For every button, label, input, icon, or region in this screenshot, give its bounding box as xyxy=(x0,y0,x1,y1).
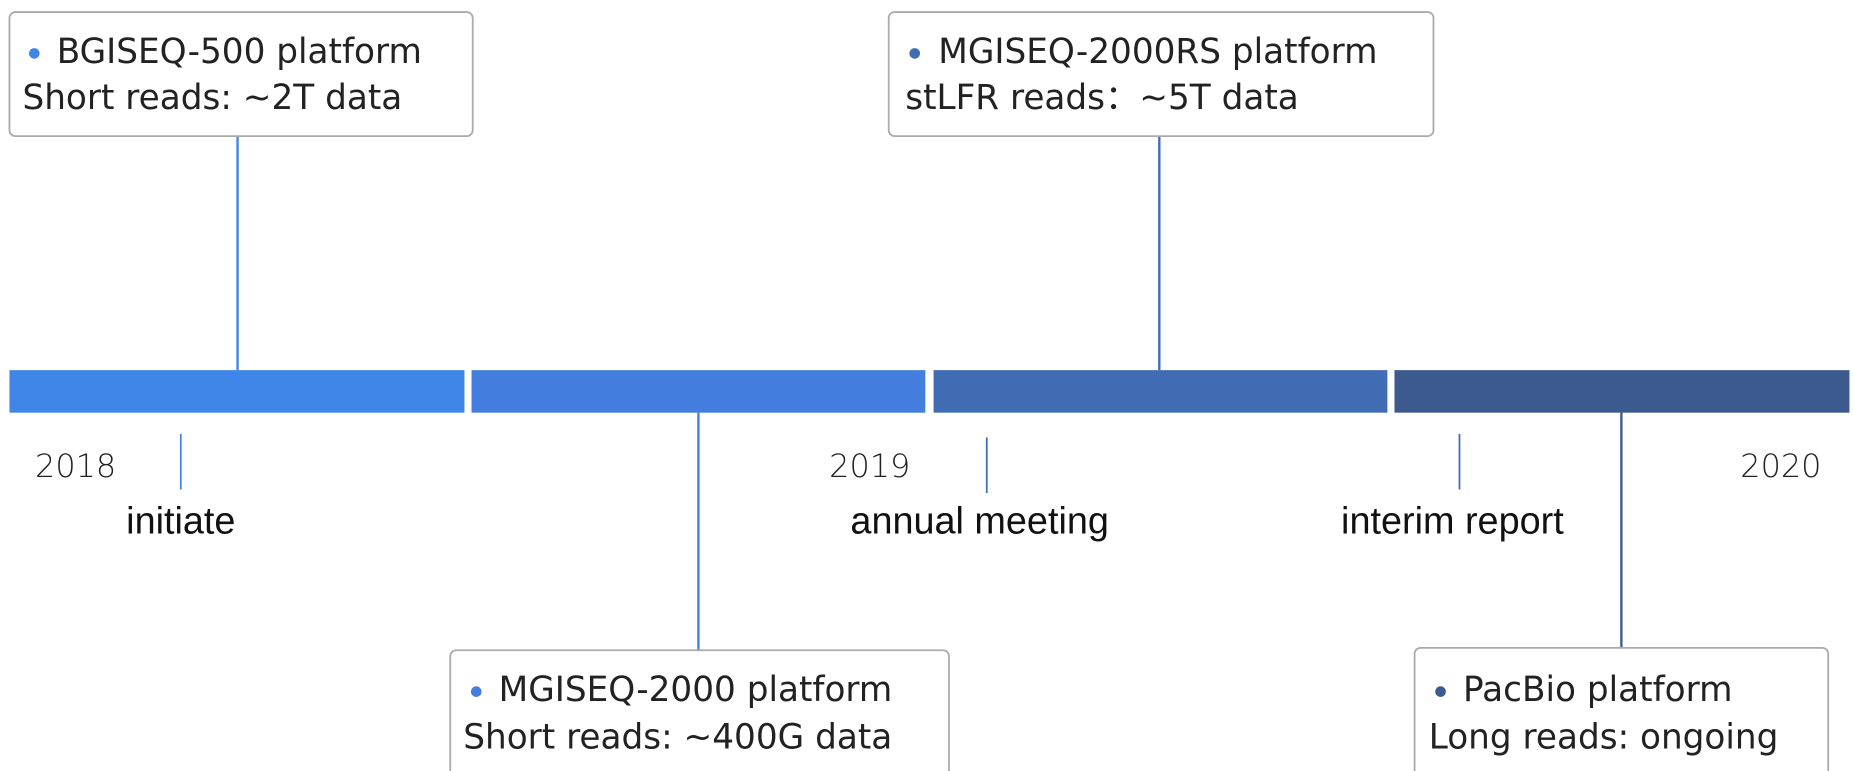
event-detail: Short reads: ~2T data xyxy=(22,78,402,118)
bullet xyxy=(1435,686,1446,697)
segment xyxy=(9,370,465,413)
event-title: BGISEQ-500 platform xyxy=(57,32,422,72)
year-label: 2019 xyxy=(829,447,910,485)
segment xyxy=(1394,370,1850,413)
event-detail: stLFR reads：~5T data xyxy=(905,78,1299,118)
event-box xyxy=(887,11,1435,138)
bullet xyxy=(909,48,921,59)
segment xyxy=(933,370,1388,413)
milestone-label: interim report xyxy=(1341,501,1564,543)
milestone-label: initiate xyxy=(126,501,235,543)
bullet xyxy=(28,48,40,59)
event-detail: Long reads: ongoing xyxy=(1429,717,1779,757)
segment xyxy=(471,370,926,413)
milestone-label: annual meeting xyxy=(850,501,1108,543)
year-label: 2020 xyxy=(1740,447,1821,485)
event-detail: Short reads: ~400G data xyxy=(463,717,892,757)
event-box xyxy=(8,11,474,138)
event-title: MGISEQ-2000RS platform xyxy=(938,32,1377,72)
event-box xyxy=(1413,646,1830,771)
year-label: 2018 xyxy=(35,447,116,485)
bullet xyxy=(470,686,482,697)
event-title: MGISEQ-2000 platform xyxy=(499,670,893,710)
event-box xyxy=(449,649,950,771)
event-title: PacBio platform xyxy=(1463,670,1732,710)
